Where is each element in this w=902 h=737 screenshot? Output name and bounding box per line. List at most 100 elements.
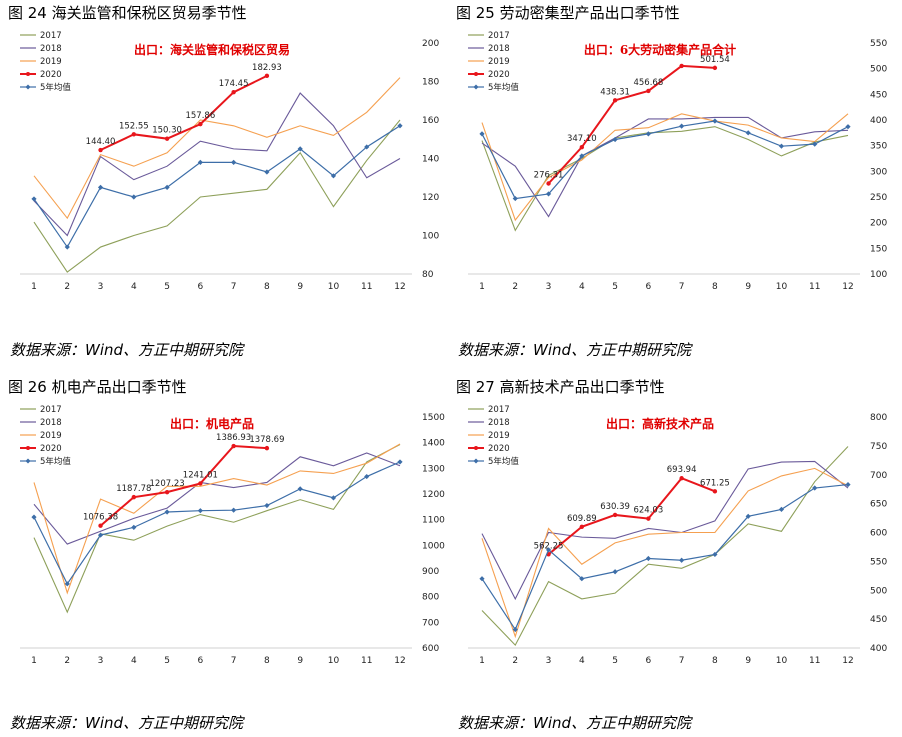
x-tick-label: 8 [712,282,718,292]
legend-label: 2019 [40,57,62,67]
series-line-2020 [547,477,716,556]
data-label-2020: 624.03 [633,506,663,516]
y-tick-label: 80 [422,270,434,280]
point-5yr-avg [131,194,137,200]
point-5yr-avg [812,485,818,491]
x-tick-label: 5 [164,656,170,666]
series-line-2018 [481,116,849,218]
legend-label: 2020 [488,444,510,454]
y-tick-label: 100 [422,232,439,242]
x-tick-label: 7 [679,282,685,292]
point-2020 [646,516,651,521]
chart-title: 出口：6大劳动密集产品合计 [584,42,736,57]
point-5yr-avg [679,557,685,563]
y-tick-label: 200 [870,219,887,229]
y-tick-label: 1100 [422,516,445,526]
data-label-2020: 276.31 [534,170,564,180]
y-tick-label: 700 [422,618,439,628]
y-tick-label: 750 [870,442,887,452]
point-2020 [612,98,618,103]
legend-marker [474,72,478,76]
point-2020 [679,476,684,481]
point-5yr-avg [512,195,518,202]
point-5yr-avg [31,514,37,520]
x-tick-label: 7 [679,656,685,666]
x-tick-label: 2 [64,282,70,292]
legend-label: 2019 [488,431,510,441]
x-tick-label: 11 [361,656,372,666]
point-2020 [712,489,718,494]
legend-label: 2018 [40,44,62,54]
point-2020 [264,445,270,451]
point-5yr-avg [579,576,585,582]
legend-label: 2018 [488,418,510,428]
point-5yr-avg [131,524,137,530]
figure-25-title: 图 25 劳动密集型产品出口季节性 [456,4,680,22]
point-2020 [264,73,270,79]
series-line-5年均值 [481,483,849,631]
x-tick-label: 3 [546,656,552,666]
x-tick-label: 5 [612,282,618,292]
legend: 2017 2018 2019 2020 5年均值 [20,405,71,467]
x-tick-label: 5 [612,656,618,666]
x-tick-label: 9 [745,282,751,292]
point-5yr-avg [679,123,685,129]
series-line-2017 [33,443,401,614]
point-5yr-avg [364,473,370,480]
series-line-5年均值 [481,120,849,200]
point-5yr-avg [297,146,303,152]
series-line-2019 [33,77,401,220]
point-2020 [712,65,718,71]
y-tick-label: 300 [870,167,887,177]
legend-label: 5年均值 [488,82,519,93]
y-tick-label: 350 [870,142,887,152]
point-2020 [131,494,137,500]
x-tick-label: 4 [579,282,585,292]
point-5yr-avg [745,130,751,136]
x-tick-label: 2 [512,282,518,292]
data-label-2020: 1378.69 [249,435,284,445]
x-tick-label: 12 [842,282,853,292]
x-tick-label: 8 [264,656,270,666]
data-label-2020: 1386.93 [216,433,251,443]
point-2020 [579,144,585,150]
legend-label: 5年均值 [40,456,71,467]
x-tick-label: 11 [361,282,372,292]
data-label-2020: 609.89 [567,514,597,524]
y-tick-label: 500 [870,586,887,596]
x-tick-label: 11 [809,282,820,292]
x-tick-label: 4 [131,282,137,292]
point-5yr-avg [845,124,851,130]
legend-label: 2020 [40,444,62,454]
x-tick-label: 1 [479,282,485,292]
source-note: 数据来源：Wind、方正中期研究院 [10,341,244,359]
y-tick-label: 1300 [422,464,445,474]
point-2020 [546,181,551,186]
x-tick-label: 3 [546,282,552,292]
x-tick-label: 11 [809,656,820,666]
x-tick-label: 9 [745,656,751,666]
y-tick-label: 550 [870,557,887,567]
point-2020 [679,63,684,69]
y-tick-label: 200 [422,39,439,49]
legend-marker [25,458,31,464]
point-2020 [198,121,203,127]
y-tick-label: 100 [870,270,887,280]
data-label-2020: 174.45 [219,79,249,89]
y-tick-label: 150 [870,244,887,254]
data-label-2020: 157.86 [185,111,215,121]
legend-label: 2019 [488,57,510,67]
x-tick-label: 2 [512,656,518,666]
y-tick-label: 450 [870,90,887,100]
point-5yr-avg [31,196,37,202]
point-2020 [198,481,203,486]
point-2020 [98,147,103,153]
data-label-2020: 562.25 [534,541,564,551]
figure-27-title: 图 27 高新技术产品出口季节性 [456,378,665,396]
y-tick-label: 1400 [422,439,445,449]
point-5yr-avg [778,506,785,512]
point-5yr-avg [397,123,403,129]
y-tick-label: 450 [870,615,887,625]
series-line-5年均值 [33,125,401,249]
